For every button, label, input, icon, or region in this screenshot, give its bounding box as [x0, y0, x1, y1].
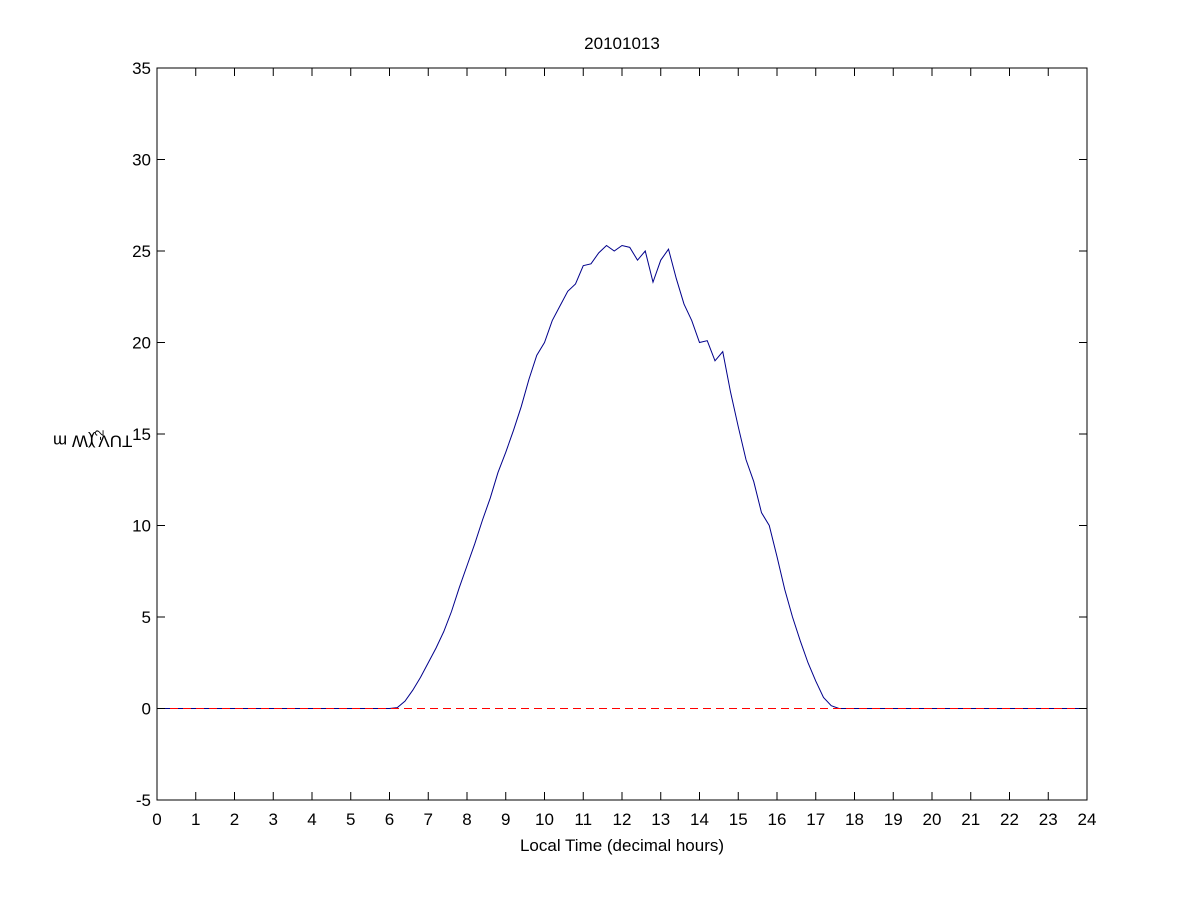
y-tick-label: 30 [132, 151, 151, 170]
x-tick-label: 21 [961, 810, 980, 829]
tuv-series-line [157, 244, 1087, 709]
x-tick-label: 15 [729, 810, 748, 829]
x-tick-label: 4 [307, 810, 316, 829]
x-tick-label: 7 [424, 810, 433, 829]
x-tick-label: 11 [574, 810, 592, 829]
x-tick-label: 1 [191, 810, 200, 829]
x-tick-label: 23 [1039, 810, 1058, 829]
x-tick-label: 2 [230, 810, 239, 829]
x-tick-label: 17 [806, 810, 825, 829]
x-tick-label: 9 [501, 810, 510, 829]
x-tick-label: 18 [845, 810, 864, 829]
x-tick-label: 20 [923, 810, 942, 829]
x-tick-label: 6 [385, 810, 394, 829]
plot-area [157, 68, 1087, 800]
y-axis-label-suffix: ) [89, 431, 96, 451]
x-tick-label: 10 [535, 810, 554, 829]
chart-title: 20101013 [584, 34, 660, 53]
y-tick-label: 15 [132, 425, 151, 444]
x-tick-label: 12 [613, 810, 632, 829]
x-tick-label: 16 [768, 810, 787, 829]
x-tick-label: 8 [462, 810, 471, 829]
tick-layer: 0 1 2 3 4 5 6 7 8 9 10 11 12 13 14 15 16 17 18 19 20 21 22 23 24… [132, 59, 1096, 829]
x-tick-label: 13 [651, 810, 670, 829]
y-tick-label: 5 [142, 608, 151, 627]
y-tick-label: 35 [132, 59, 151, 78]
x-tick-label: 3 [269, 810, 278, 829]
y-tick-label: 10 [132, 517, 151, 536]
x-tick-label: 22 [1000, 810, 1019, 829]
x-tick-label: 5 [346, 810, 355, 829]
x-tick-label: 14 [690, 810, 709, 829]
x-tick-label: 24 [1078, 810, 1097, 829]
y-tick-label: 20 [132, 334, 151, 353]
y-tick-label: -5 [136, 791, 151, 810]
series-layer [157, 244, 1087, 709]
y-tick-label: 25 [132, 242, 151, 261]
y-tick-label: 0 [142, 700, 151, 719]
plot-frame [156, 67, 1088, 801]
x-tick-label: 19 [884, 810, 903, 829]
x-tick-label: 0 [152, 810, 161, 829]
y-axis-label: TUV (W m -2) [53, 430, 132, 451]
x-axis-label: Local Time (decimal hours) [519, 836, 725, 855]
